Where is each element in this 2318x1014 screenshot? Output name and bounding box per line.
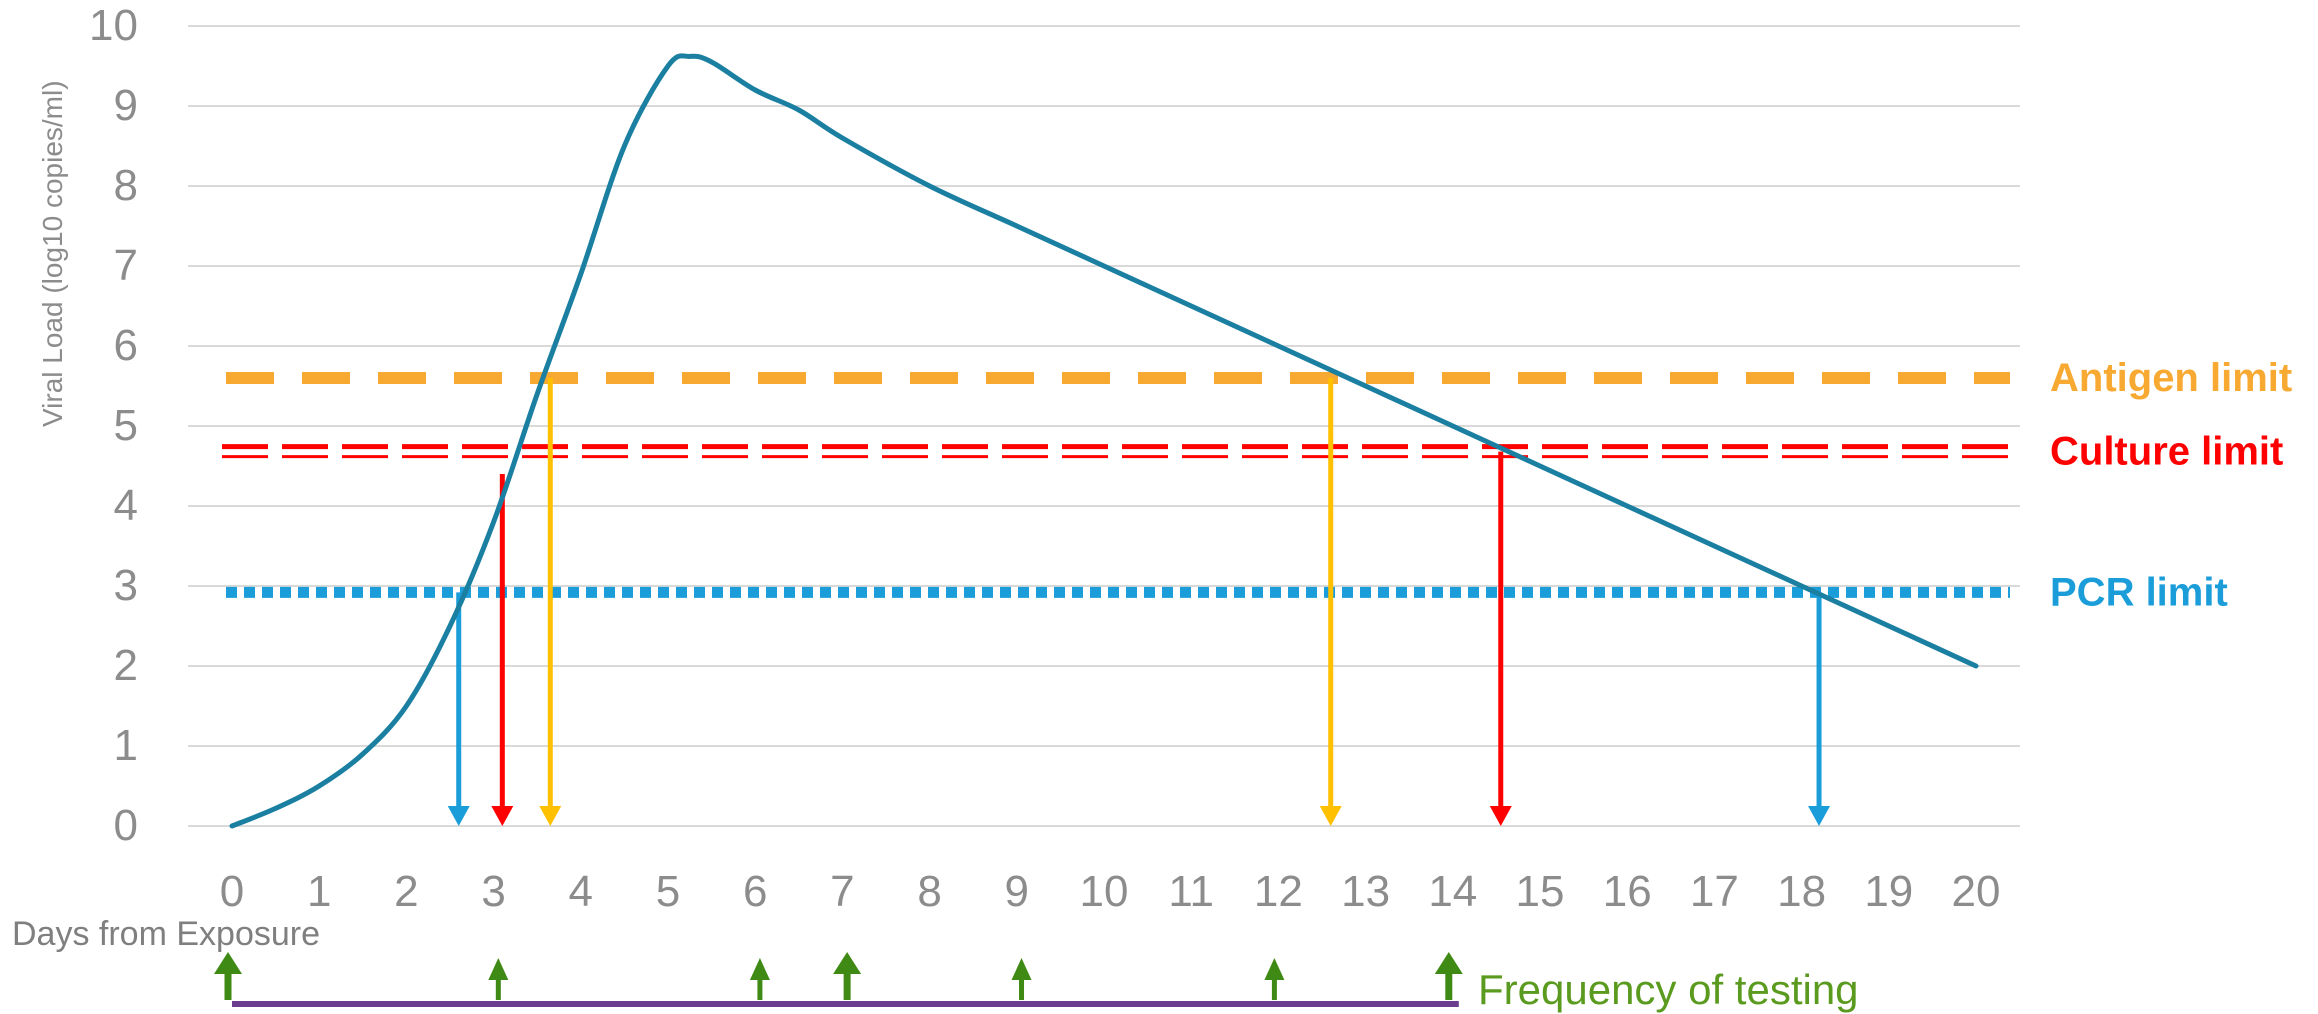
x-tick-label: 4 [569,867,593,916]
y-tick-label: 5 [114,401,138,450]
test-arrow-head [214,952,242,974]
y-tick-label: 2 [114,641,138,690]
x-tick-label: 3 [481,867,505,916]
y-tick-label: 10 [89,1,138,50]
crossing-arrow-head [491,806,514,826]
x-tick-label: 0 [220,867,244,916]
testing-frequency: Frequency of testing [214,952,1859,1013]
y-tick-label: 1 [114,721,138,770]
x-tick-label: 18 [1777,867,1826,916]
x-tick-label: 2 [394,867,418,916]
x-axis-ticks: 0 1 2 3 4 5 6 7 8 9 10 11 12 13 14 15 16 17 18 19 20 [220,867,2001,916]
x-tick-label: 10 [1080,867,1129,916]
y-tick-label: 0 [114,801,138,850]
y-tick-label: 8 [114,161,138,210]
crossing-arrow-head [1319,806,1342,826]
x-tick-label: 17 [1690,867,1739,916]
x-axis-title: Days from Exposure [12,915,320,953]
x-tick-label: 13 [1341,867,1390,916]
crossing-arrow-head [447,806,470,826]
x-tick-label: 9 [1005,867,1029,916]
test-arrow-head [1264,958,1285,980]
x-tick-label: 8 [917,867,941,916]
x-tick-label: 1 [307,867,331,916]
test-arrow-head [749,958,770,980]
x-tick-label: 19 [1864,867,1913,916]
x-tick-label: 6 [743,867,767,916]
y-tick-label: 9 [114,81,138,130]
x-tick-label: 20 [1952,867,2001,916]
viral-load-line [229,53,1979,829]
y-tick-label: 3 [114,561,138,610]
x-tick-label: 7 [830,867,854,916]
x-tick-label: 12 [1254,867,1303,916]
test-arrow-head [1011,958,1032,980]
y-tick-label: 6 [114,321,138,370]
x-tick-label: 11 [1168,867,1214,916]
threshold-label: Antigen limit [2050,356,2292,400]
crossing-arrow-head [1489,806,1512,826]
threshold-label: Culture limit [2050,430,2283,474]
crossing-arrow-head [539,806,562,826]
threshold-lines: Antigen limit Culture limit PCR limit [222,356,2292,614]
x-tick-label: 14 [1428,867,1477,916]
y-tick-label: 4 [114,481,138,530]
x-tick-label: 16 [1603,867,1652,916]
threshold-label: PCR limit [2050,570,2228,614]
x-tick-label: 15 [1516,867,1565,916]
gridlines [188,25,2020,827]
x-tick-label: 5 [656,867,680,916]
y-tick-label: 7 [114,241,138,290]
viral-load-series [229,53,1979,829]
testing-frequency-label: Frequency of testing [1478,966,1859,1013]
test-arrow-head [833,952,862,974]
test-arrow-head [488,958,509,980]
crossing-arrows [447,378,1831,826]
test-arrow-head [1434,952,1463,974]
y-axis-title: Viral Load (log10 copies/ml) [37,80,68,427]
y-axis-ticks: 0 1 2 3 4 5 6 7 8 9 10 [89,1,138,850]
crossing-arrow-head [1808,806,1831,826]
